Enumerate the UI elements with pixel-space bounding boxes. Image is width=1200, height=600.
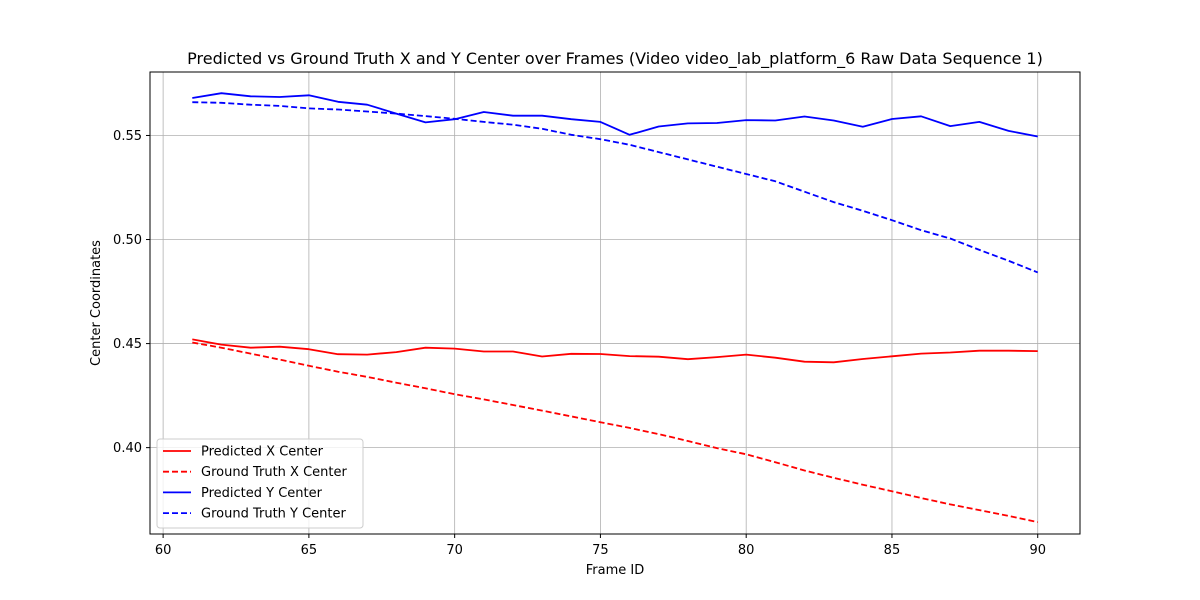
x-tick-label: 85: [884, 543, 901, 558]
y-axis-ticks: 0.40 0.45 0.50 0.55: [113, 129, 150, 456]
y-tick-label: 0.40: [113, 441, 142, 456]
x-tick-label: 75: [592, 543, 609, 558]
series-line-ground-truth-x-center: [192, 341, 1038, 523]
x-tick-label: 65: [301, 543, 318, 558]
legend: Predicted X Center Ground Truth X Center P…: [156, 438, 364, 529]
y-tick-label: 0.45: [113, 337, 142, 352]
plot-frame: [149, 71, 1081, 535]
x-tick-label: 80: [738, 543, 755, 558]
legend-box: [156, 438, 364, 529]
series-line-predicted-y-center: [192, 92, 1038, 138]
y-tick-label: 0.55: [113, 129, 142, 144]
x-axis-label: Frame ID: [586, 563, 644, 578]
legend-entries: Predicted X Center Ground Truth X Center P…: [163, 445, 347, 522]
legend-label-predicted-y-center: Predicted Y Center: [201, 486, 323, 501]
y-tick-label: 0.50: [113, 233, 142, 248]
legend-label-ground-truth-x-center: Ground Truth X Center: [201, 465, 347, 480]
series-group: [192, 92, 1039, 523]
series-line-ground-truth-y-center: [192, 101, 1039, 274]
x-tick-label: 90: [1029, 543, 1046, 558]
x-tick-label: 70: [446, 543, 463, 558]
series-line-predicted-x-center: [192, 338, 1038, 364]
y-axis-label: Center Coordinates: [89, 240, 104, 366]
legend-label-ground-truth-y-center: Ground Truth Y Center: [201, 507, 347, 522]
x-tick-label: 60: [155, 543, 172, 558]
legend-label-predicted-x-center: Predicted X Center: [201, 445, 324, 460]
x-axis-ticks: 60 65 70 75 80 85 90: [155, 534, 1046, 558]
chart-title: Predicted vs Ground Truth X and Y Center…: [187, 49, 1043, 69]
